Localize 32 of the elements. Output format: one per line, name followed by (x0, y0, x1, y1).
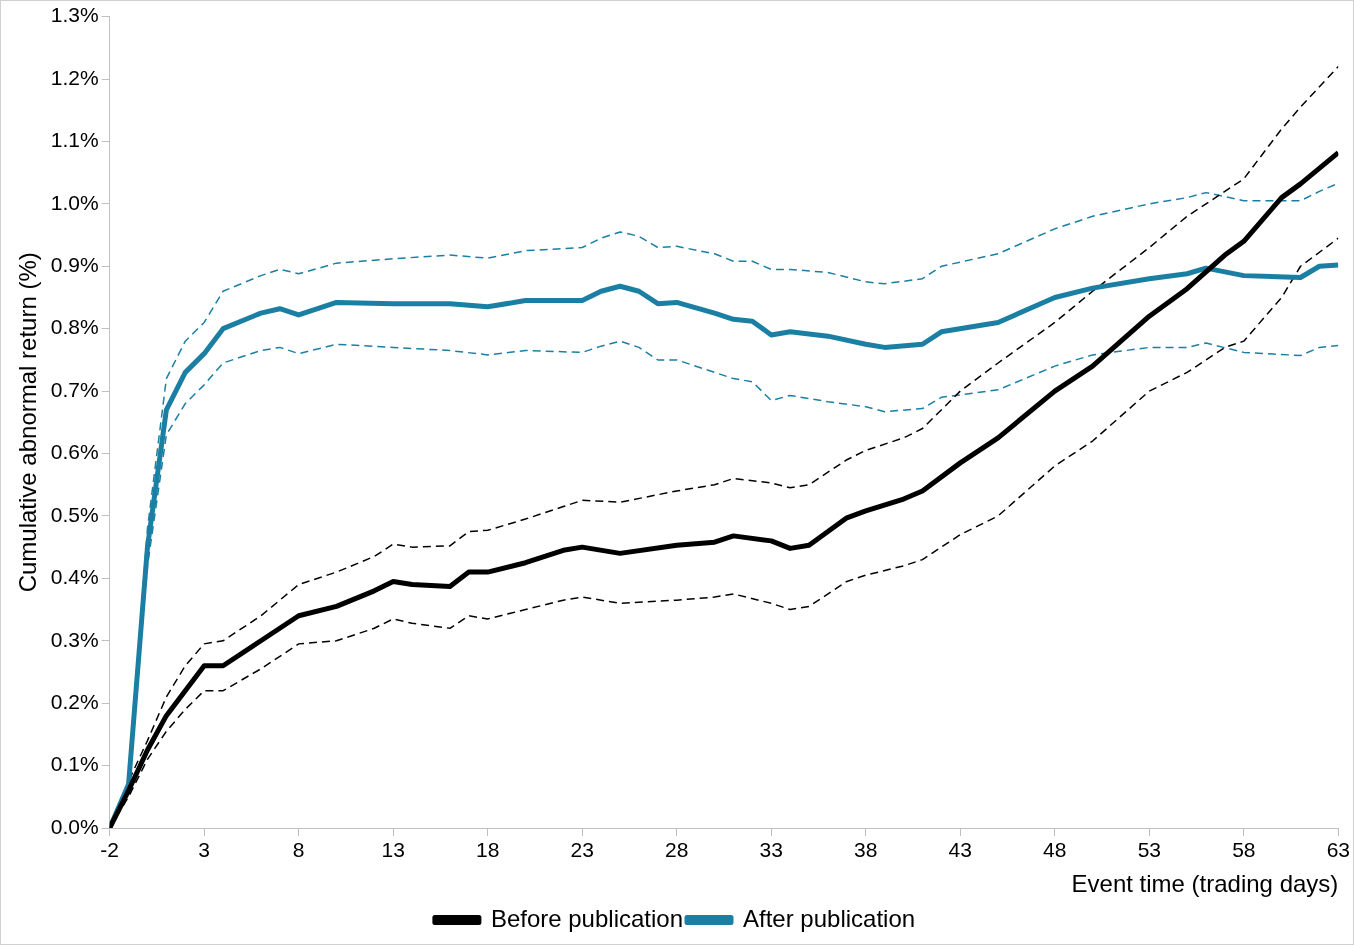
legend-label: After publication (743, 904, 916, 932)
x-tick-label: 13 (381, 838, 405, 862)
x-tick-label: 53 (1137, 838, 1161, 862)
y-tick-label: 0.9% (50, 253, 99, 277)
y-tick-label: 0.7% (50, 377, 99, 401)
y-tick-label: 0.5% (50, 502, 99, 526)
x-tick-label: 43 (948, 838, 972, 862)
y-tick-label: 0.6% (50, 440, 99, 464)
y-tick-label: 0.1% (50, 752, 99, 776)
x-tick-label: 18 (476, 838, 500, 862)
x-tick-label: 3 (198, 838, 211, 862)
y-tick-label: 1.1% (50, 128, 99, 152)
x-tick-label: 63 (1326, 838, 1350, 862)
y-tick-label: 1.0% (50, 190, 99, 214)
y-tick-label: 0.4% (50, 565, 99, 589)
x-tick-label: 58 (1232, 838, 1256, 862)
y-tick-label: 0.3% (50, 627, 99, 651)
y-tick-label: 1.2% (50, 65, 99, 89)
y-tick-label: 0.8% (50, 315, 99, 339)
x-tick-label: -2 (100, 838, 120, 862)
x-axis-title: Event time (trading days) (1071, 870, 1339, 898)
legend-label: Before publication (490, 904, 684, 932)
y-tick-label: 0.0% (50, 814, 99, 838)
x-tick-label: 23 (570, 838, 594, 862)
x-tick-label: 28 (665, 838, 689, 862)
x-tick-label: 8 (292, 838, 305, 862)
y-axis-title: Cumulative abnormal return (%) (14, 252, 42, 593)
y-tick-label: 0.2% (50, 689, 99, 713)
x-tick-label: 38 (854, 838, 878, 862)
y-tick-label: 1.3% (50, 3, 99, 27)
x-tick-label: 33 (759, 838, 783, 862)
x-tick-label: 48 (1043, 838, 1067, 862)
